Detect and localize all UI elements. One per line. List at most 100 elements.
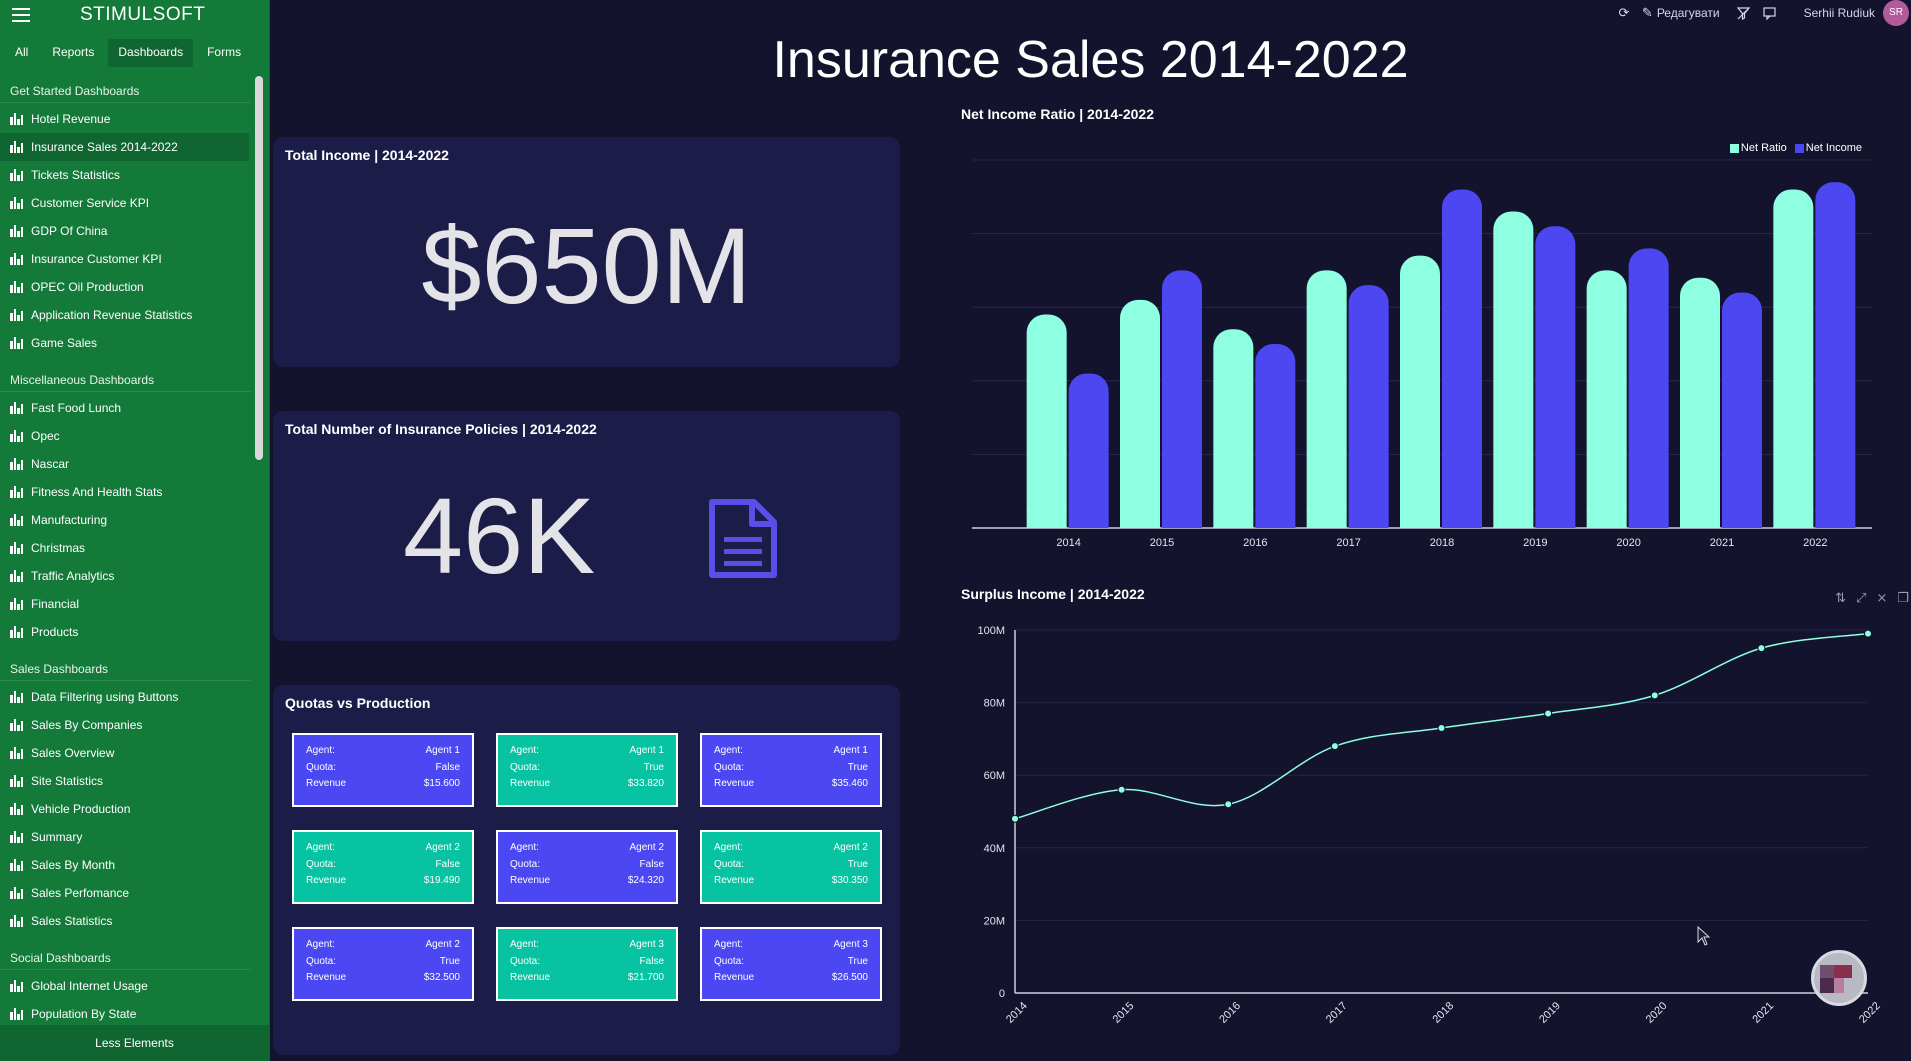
x-tick-label: 2022 bbox=[1857, 1000, 1883, 1026]
data-point[interactable] bbox=[1011, 814, 1019, 823]
sidebar-item[interactable]: Site Statistics bbox=[0, 767, 249, 795]
sidebar-item[interactable]: Data Filtering using Buttons bbox=[0, 683, 249, 711]
data-point[interactable] bbox=[1544, 709, 1553, 718]
data-point[interactable] bbox=[1437, 724, 1446, 733]
bar-net-income[interactable] bbox=[1442, 189, 1482, 528]
sidebar-item[interactable]: Products bbox=[0, 618, 249, 646]
data-point[interactable] bbox=[1330, 742, 1339, 751]
sidebar-item-label: Customer Service KPI bbox=[31, 196, 150, 210]
quota-row-revenue: Revenue $35.460 bbox=[714, 778, 868, 795]
sidebar-item-label: Summary bbox=[31, 830, 83, 844]
sidebar-item[interactable]: GDP Of China bbox=[0, 217, 249, 245]
avatar[interactable]: SR bbox=[1883, 0, 1909, 26]
bar-net-ratio[interactable] bbox=[1586, 270, 1627, 528]
sidebar-item[interactable]: Summary bbox=[0, 823, 249, 851]
data-point[interactable] bbox=[1224, 800, 1233, 809]
bar-net-income[interactable] bbox=[1255, 344, 1296, 528]
sidebar-item[interactable]: Customer Service KPI bbox=[0, 189, 249, 217]
bar-chart-icon bbox=[10, 803, 23, 815]
bar-net-income[interactable] bbox=[1162, 270, 1202, 528]
sidebar-item[interactable]: Insurance Customer KPI bbox=[0, 245, 249, 273]
bar-net-income[interactable] bbox=[1628, 248, 1669, 528]
quota-value: False bbox=[435, 761, 460, 773]
tab-forms[interactable]: Forms bbox=[207, 45, 242, 59]
refresh-icon[interactable]: ⟳ bbox=[1618, 5, 1630, 20]
sidebar-item[interactable]: Financial bbox=[0, 590, 249, 618]
expand-icon[interactable]: ⤢ bbox=[1856, 590, 1867, 605]
quota-value: $32.500 bbox=[423, 972, 460, 983]
bar-net-ratio[interactable] bbox=[1213, 329, 1254, 528]
quota-row-revenue: Revenue $19.490 bbox=[306, 875, 460, 892]
sidebar-item-label: GDP Of China bbox=[31, 224, 108, 238]
legend-entry[interactable]: Net Income bbox=[1794, 142, 1862, 154]
sidebar-item-label: Manufacturing bbox=[31, 513, 108, 527]
bar-chart-icon bbox=[10, 458, 23, 470]
sidebar-item[interactable]: Vehicle Production bbox=[0, 795, 249, 823]
sidebar-item[interactable]: Game Sales bbox=[0, 329, 249, 357]
edit-button[interactable]: ✎ Редагувати bbox=[1642, 5, 1720, 21]
quota-value: $35.460 bbox=[831, 778, 868, 789]
sidebar-item[interactable]: Sales By Month bbox=[0, 851, 249, 879]
bar-net-income[interactable] bbox=[1348, 285, 1389, 528]
bar-net-ratio[interactable] bbox=[1773, 189, 1814, 528]
sidebar-item-label: Christmas bbox=[31, 541, 86, 555]
bar-net-income[interactable] bbox=[1722, 292, 1762, 528]
data-point[interactable] bbox=[1117, 785, 1126, 794]
sidebar-item[interactable]: Sales Perfomance bbox=[0, 879, 249, 907]
quota-row-agent: Agent: Agent 3 bbox=[714, 939, 868, 956]
sidebar-item[interactable]: Hotel Revenue bbox=[0, 105, 249, 133]
bar-chart-icon bbox=[10, 514, 23, 526]
sidebar-item[interactable]: Manufacturing bbox=[0, 506, 249, 534]
sidebar-item[interactable]: Global Internet Usage bbox=[0, 972, 249, 1000]
quota-label: Agent: bbox=[714, 842, 743, 853]
bar-net-ratio[interactable] bbox=[1120, 299, 1160, 528]
sidebar-item[interactable]: Opec bbox=[0, 422, 249, 450]
filter-off-icon[interactable] bbox=[1736, 5, 1752, 21]
sidebar-item[interactable]: Christmas bbox=[0, 534, 249, 562]
user-name[interactable]: Serhii Rudiuk bbox=[1803, 6, 1875, 20]
tab-reports[interactable]: Reports bbox=[52, 45, 95, 59]
sidebar-item[interactable]: Sales Statistics bbox=[0, 907, 249, 935]
sidebar-item[interactable]: Population By State bbox=[0, 1000, 249, 1025]
legend-entry[interactable]: Net Ratio bbox=[1729, 142, 1787, 154]
quota-value: Agent 1 bbox=[425, 745, 460, 756]
tab-all[interactable]: All bbox=[15, 45, 29, 59]
bar-net-ratio[interactable] bbox=[1026, 314, 1067, 528]
x-tick-label: 2014 bbox=[1004, 1000, 1030, 1026]
sidebar: STIMULSOFT All Reports Dashboards Forms Get… bbox=[0, 0, 270, 1061]
sidebar-item[interactable]: Traffic Analytics bbox=[0, 562, 249, 590]
bar-net-ratio[interactable] bbox=[1306, 270, 1347, 528]
sidebar-item[interactable]: Fast Food Lunch bbox=[0, 394, 249, 422]
bar-net-ratio[interactable] bbox=[1493, 211, 1534, 528]
sidebar-item[interactable]: Sales Overview bbox=[0, 739, 249, 767]
bar-net-income[interactable] bbox=[1068, 373, 1109, 528]
filter-icon[interactable]: ⨯ bbox=[1876, 590, 1888, 605]
data-point[interactable] bbox=[1650, 691, 1659, 700]
x-tick-label: 2016 bbox=[1243, 537, 1267, 549]
sidebar-item[interactable]: Application Revenue Statistics bbox=[0, 301, 249, 329]
tab-dashboards[interactable]: Dashboards bbox=[108, 39, 194, 67]
sort-icon[interactable]: ⇅ bbox=[1835, 590, 1847, 605]
menu-icon[interactable] bbox=[12, 8, 30, 22]
bar-net-income[interactable] bbox=[1535, 226, 1576, 528]
quota-row-quota: Quota: True bbox=[510, 762, 664, 779]
bar-net-ratio[interactable] bbox=[1680, 277, 1720, 528]
data-point[interactable] bbox=[1864, 629, 1872, 638]
sidebar-scrollbar[interactable] bbox=[255, 76, 263, 460]
bar-chart-icon bbox=[10, 542, 23, 554]
sidebar-item[interactable]: OPEC Oil Production bbox=[0, 273, 249, 301]
data-point[interactable] bbox=[1757, 644, 1766, 653]
dashboard-list[interactable]: Get Started Dashboards Hotel Revenue Insur… bbox=[0, 80, 269, 1025]
sidebar-item[interactable]: Tickets Statistics bbox=[0, 161, 249, 189]
comment-icon[interactable] bbox=[1762, 5, 1778, 21]
sidebar-item-label: Fast Food Lunch bbox=[31, 401, 122, 415]
bar-net-income[interactable] bbox=[1815, 182, 1856, 528]
sidebar-item[interactable]: Nascar bbox=[0, 450, 249, 478]
comment-icon[interactable]: ❒ bbox=[1897, 590, 1909, 605]
sidebar-item[interactable]: Sales By Companies bbox=[0, 711, 249, 739]
bar-net-ratio[interactable] bbox=[1400, 255, 1440, 528]
sidebar-item[interactable]: Fitness And Health Stats bbox=[0, 478, 249, 506]
less-elements-button[interactable]: Less Elements bbox=[0, 1025, 269, 1061]
sidebar-item[interactable]: Insurance Sales 2014-2022 bbox=[0, 133, 249, 161]
bar-base bbox=[1680, 510, 1720, 528]
